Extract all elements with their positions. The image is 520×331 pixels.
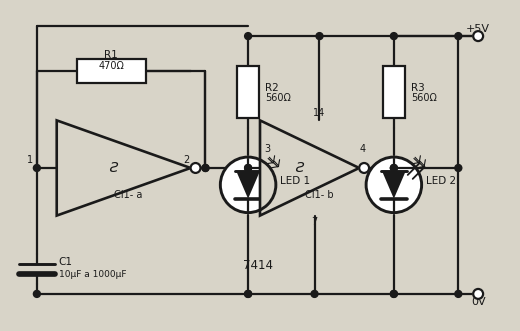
Text: CI1- b: CI1- b bbox=[305, 190, 334, 200]
Text: C1: C1 bbox=[59, 257, 73, 267]
Text: 3: 3 bbox=[264, 144, 270, 154]
Circle shape bbox=[33, 165, 41, 171]
Text: 470Ω: 470Ω bbox=[98, 61, 124, 71]
Circle shape bbox=[455, 290, 462, 297]
Circle shape bbox=[391, 290, 397, 297]
Circle shape bbox=[191, 163, 201, 173]
Bar bbox=[383, 66, 405, 118]
Text: CI1- a: CI1- a bbox=[114, 190, 143, 200]
Bar bbox=[76, 59, 146, 83]
Text: 560Ω: 560Ω bbox=[411, 93, 437, 103]
Text: Ƨ: Ƨ bbox=[295, 161, 304, 175]
Polygon shape bbox=[260, 120, 359, 215]
Bar bbox=[237, 66, 259, 118]
Circle shape bbox=[244, 165, 252, 171]
Text: 4: 4 bbox=[359, 144, 365, 154]
Text: 0V: 0V bbox=[471, 297, 486, 307]
Text: 14: 14 bbox=[314, 108, 326, 118]
Circle shape bbox=[391, 33, 397, 40]
Text: LED 1: LED 1 bbox=[280, 176, 310, 186]
Text: 7414: 7414 bbox=[243, 259, 273, 272]
Polygon shape bbox=[57, 120, 191, 215]
Text: Ƨ: Ƨ bbox=[109, 161, 118, 175]
Polygon shape bbox=[382, 171, 406, 199]
Circle shape bbox=[202, 165, 209, 171]
Circle shape bbox=[455, 165, 462, 171]
Text: 1: 1 bbox=[27, 155, 33, 165]
Text: 2: 2 bbox=[184, 155, 190, 165]
Circle shape bbox=[244, 165, 252, 171]
Circle shape bbox=[244, 290, 252, 297]
Text: 560Ω: 560Ω bbox=[265, 93, 291, 103]
Circle shape bbox=[244, 290, 252, 297]
Text: +5V: +5V bbox=[466, 24, 490, 34]
Text: LED 2: LED 2 bbox=[425, 176, 456, 186]
Circle shape bbox=[311, 290, 318, 297]
Circle shape bbox=[391, 165, 397, 171]
Text: R1: R1 bbox=[105, 50, 118, 60]
Circle shape bbox=[244, 33, 252, 40]
Text: 7: 7 bbox=[311, 217, 318, 227]
Circle shape bbox=[202, 165, 209, 171]
Circle shape bbox=[220, 157, 276, 213]
Circle shape bbox=[359, 163, 369, 173]
Circle shape bbox=[316, 33, 323, 40]
Text: 10μF a 1000μF: 10μF a 1000μF bbox=[59, 269, 126, 279]
Circle shape bbox=[391, 290, 397, 297]
Text: R2: R2 bbox=[265, 83, 279, 93]
Circle shape bbox=[455, 33, 462, 40]
Circle shape bbox=[366, 157, 422, 213]
Circle shape bbox=[473, 289, 483, 299]
Polygon shape bbox=[236, 171, 260, 199]
Circle shape bbox=[33, 290, 41, 297]
Text: R3: R3 bbox=[411, 83, 424, 93]
Circle shape bbox=[473, 31, 483, 41]
Circle shape bbox=[391, 165, 397, 171]
